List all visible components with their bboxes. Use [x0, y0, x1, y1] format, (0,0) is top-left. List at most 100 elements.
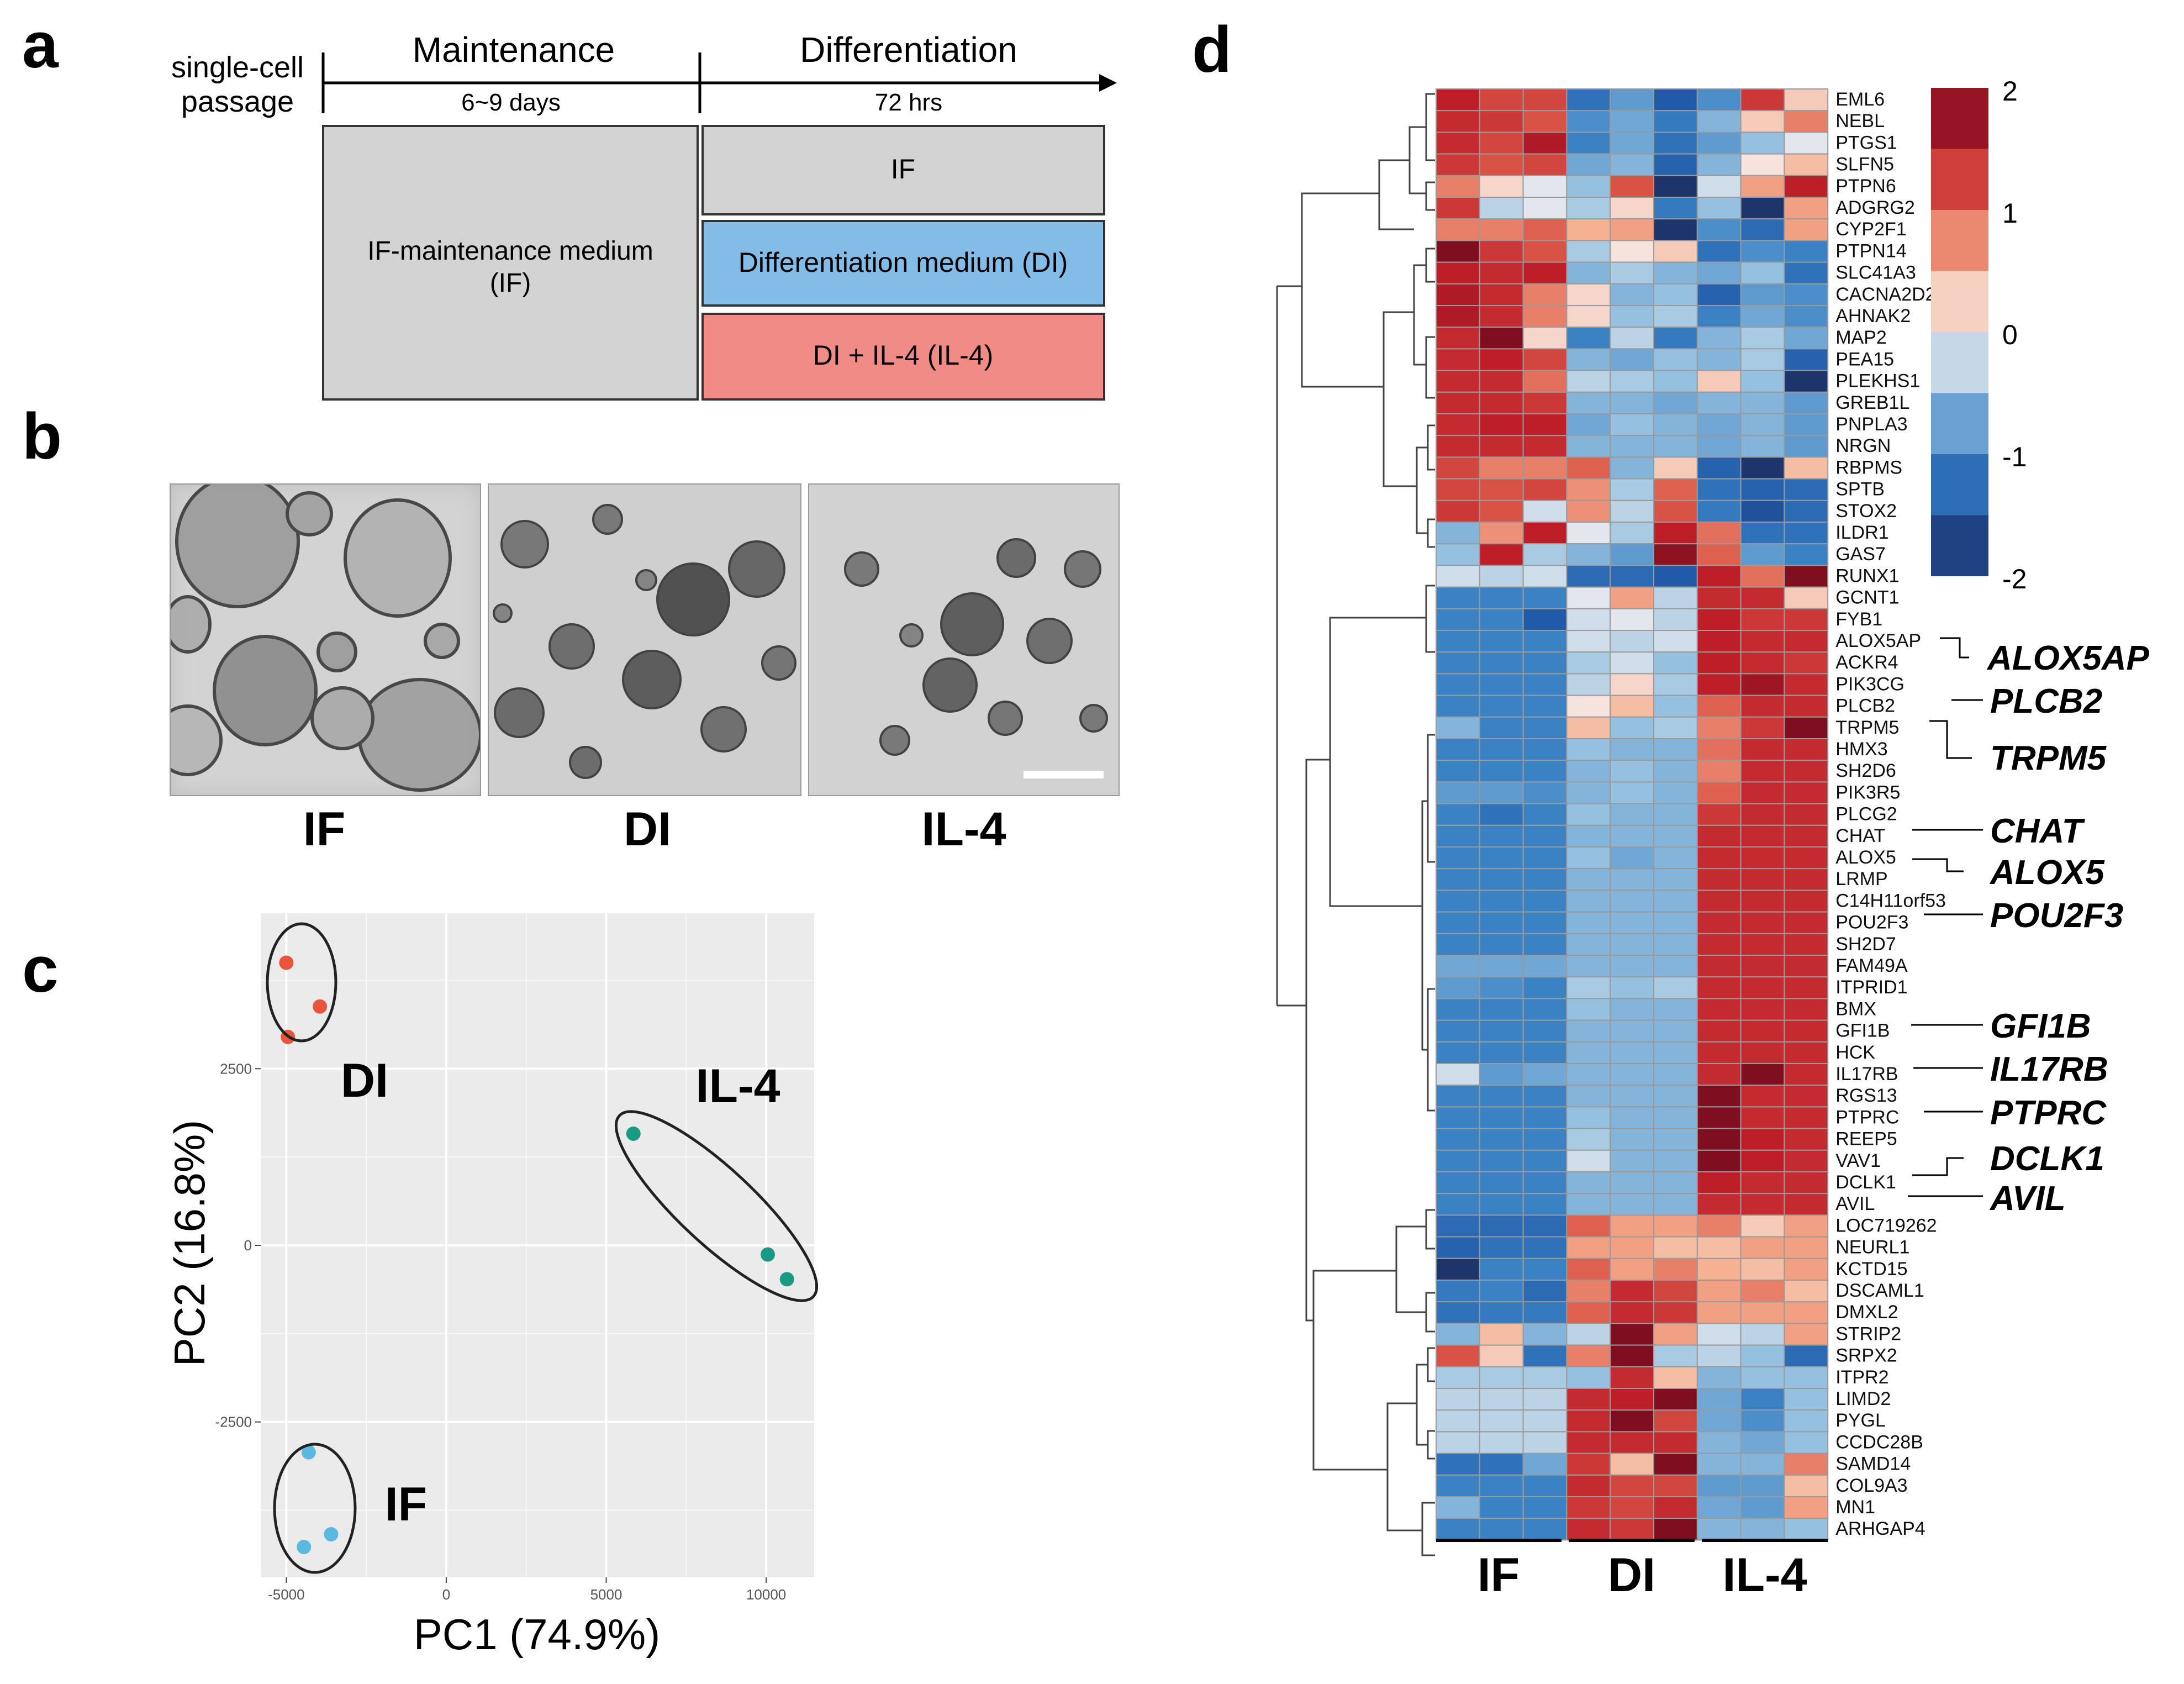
group-label-di: DI	[341, 1054, 388, 1107]
heatmap-cell	[1610, 305, 1654, 328]
row-label: CYP2F1	[1835, 219, 1907, 240]
pca-x-axis-label: PC1 (74.9%)	[414, 1610, 661, 1659]
heatmap-cell	[1653, 1496, 1698, 1519]
heatmap-cell	[1436, 1496, 1480, 1519]
heatmap-cell	[1479, 110, 1524, 133]
heatmap-cell	[1566, 738, 1611, 761]
heatmap-cell	[1610, 435, 1654, 458]
heatmap-cell	[1610, 738, 1654, 761]
heatmap-cell	[1566, 1344, 1611, 1367]
heatmap-cell	[1784, 803, 1829, 826]
heatmap-cell	[1566, 283, 1611, 306]
heatmap-cell	[1522, 1344, 1568, 1367]
heatmap-cell	[1522, 218, 1568, 241]
heatmap-cell	[1784, 391, 1829, 414]
heatmap-cell	[1522, 1128, 1568, 1151]
heatmap-cell	[1522, 1366, 1568, 1390]
heatmap-cell	[1566, 630, 1611, 653]
heatmap-cell	[1436, 110, 1480, 133]
heatmap-cell	[1566, 760, 1611, 783]
heatmap-cell	[1696, 305, 1742, 328]
heatmap-cell	[1784, 565, 1829, 588]
heatmap-cell	[1436, 456, 1480, 480]
heatmap-cell	[1566, 110, 1611, 133]
heatmap-cell	[1784, 413, 1829, 436]
heatmap-cell	[1653, 478, 1698, 501]
heatmap-cell	[1436, 370, 1480, 393]
row-label: PLCB2	[1835, 696, 1895, 717]
heatmap-cell	[1740, 283, 1785, 306]
heatmap-cell	[1696, 1388, 1742, 1411]
heatmap-cell	[1566, 1236, 1611, 1259]
heatmap-cell	[1522, 803, 1568, 826]
heatmap-cell	[1566, 88, 1611, 112]
heatmap-cell	[1696, 1301, 1742, 1324]
heatmap-cell	[1740, 1344, 1785, 1367]
heatmap-cell	[1479, 1149, 1524, 1173]
row-label: RBPMS	[1835, 457, 1902, 478]
heatmap-cell	[1653, 738, 1698, 761]
heatmap-cell	[1610, 651, 1654, 675]
heatmap-cell	[1479, 456, 1524, 480]
heatmap-cell	[1479, 1019, 1524, 1043]
heatmap-cell	[1522, 694, 1568, 718]
heatmap-cell	[1653, 261, 1698, 285]
heatmap-cell	[1566, 651, 1611, 675]
heatmap-cell	[1784, 1214, 1829, 1238]
heatmap-cell	[1479, 1106, 1524, 1129]
scale-bar	[1024, 771, 1104, 778]
heatmap-cell	[1479, 651, 1524, 675]
heatmap-cell	[1566, 175, 1611, 198]
heatmap-cell	[1479, 1453, 1524, 1476]
row-label: ILDR1	[1835, 522, 1888, 543]
heatmap-cell	[1696, 1496, 1742, 1519]
heatmap-cell	[1566, 1193, 1611, 1216]
heatmap-cell	[1610, 824, 1654, 848]
heatmap-cell	[1436, 240, 1480, 263]
heatmap-cell	[1653, 760, 1698, 783]
row-label: CHAT	[1835, 825, 1885, 846]
heatmap-cell	[1436, 890, 1480, 913]
heatmap-cell	[1784, 1388, 1829, 1411]
x-tick-label: -5000	[268, 1586, 305, 1603]
heatmap-cell	[1740, 240, 1785, 263]
heatmap-cell	[1653, 608, 1698, 632]
row-label: C14H11orf53	[1835, 890, 1946, 911]
heatmap-cell	[1522, 240, 1568, 263]
heatmap-cell	[1784, 1496, 1829, 1519]
heatmap-cell	[1610, 131, 1654, 155]
heatmap-cell	[1696, 976, 1742, 999]
heatmap-cell	[1653, 1214, 1698, 1238]
heatmap-cell	[1696, 1366, 1742, 1390]
heatmap-cell	[1522, 1106, 1568, 1129]
heatmap-cell	[1653, 673, 1698, 696]
heatmap-cell	[1479, 305, 1524, 328]
highlight-alox5ap: ALOX5AP	[1986, 639, 2149, 677]
heatmap-cell	[1479, 327, 1524, 350]
heatmap-cell	[1740, 738, 1785, 761]
heatmap-cell	[1610, 1518, 1654, 1541]
heatmap-cell	[1436, 1388, 1480, 1411]
heatmap-cell	[1696, 1041, 1742, 1065]
row-label: GREB1L	[1835, 392, 1909, 413]
heatmap-cell	[1784, 240, 1829, 263]
heatmap-cell	[1784, 998, 1829, 1021]
row-label: SLFN5	[1835, 154, 1894, 175]
heatmap-cell	[1436, 522, 1480, 545]
heatmap-cell	[1566, 240, 1611, 263]
heatmap-cell	[1479, 1301, 1524, 1324]
heatmap-cell	[1610, 261, 1654, 285]
heatmap-cell	[1610, 370, 1654, 393]
heatmap-cell	[1522, 1453, 1568, 1476]
panel-d: d	[1192, 13, 2149, 1602]
heatmap-cell	[1696, 218, 1742, 241]
heatmap-cell	[1479, 1236, 1524, 1259]
heatmap-cell	[1479, 1409, 1524, 1433]
heatmap-cell	[1784, 933, 1829, 956]
micrograph-il4	[809, 484, 1119, 796]
heatmap-cell	[1479, 478, 1524, 501]
row-label: EML6	[1835, 89, 1885, 110]
heatmap-cell	[1784, 456, 1829, 480]
heatmap-cell	[1653, 1128, 1698, 1151]
heatmap-cell	[1740, 933, 1785, 956]
